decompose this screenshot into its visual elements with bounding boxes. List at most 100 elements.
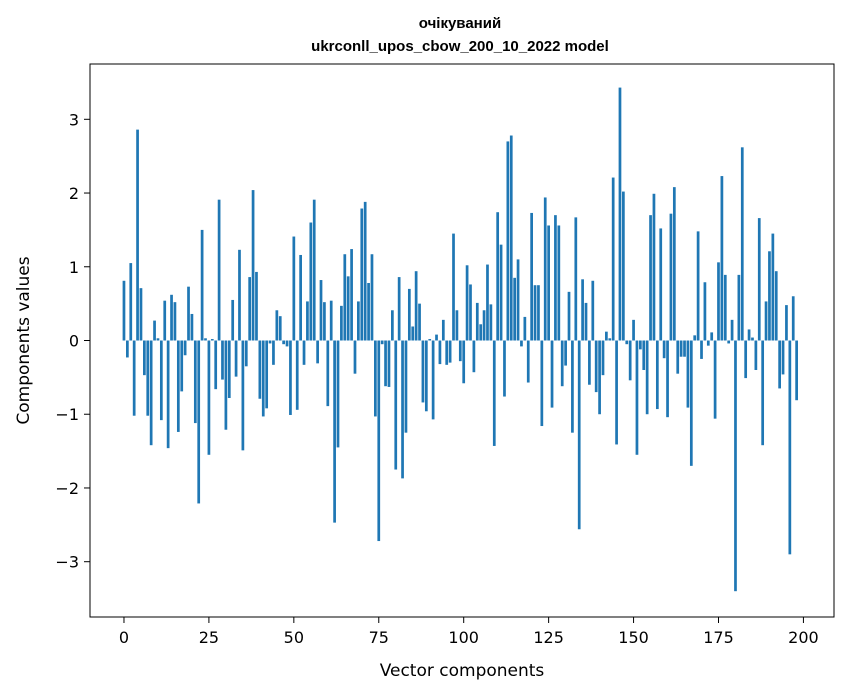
bar [666, 340, 669, 418]
bar [482, 310, 486, 341]
bar [520, 340, 523, 347]
bar [526, 340, 530, 383]
bar [241, 340, 245, 451]
bar [554, 215, 557, 341]
bar [343, 254, 347, 341]
bar [574, 217, 578, 341]
bar [367, 282, 370, 341]
bar [455, 310, 459, 341]
bar [421, 340, 425, 403]
bar [377, 340, 381, 542]
bar [706, 340, 710, 346]
bar [727, 340, 731, 344]
bar [166, 340, 170, 449]
bar [268, 340, 272, 344]
bar [380, 340, 384, 345]
bar [238, 249, 241, 341]
bar [143, 340, 146, 376]
bar [659, 228, 663, 341]
bar [530, 212, 533, 341]
bar [265, 340, 269, 409]
bar [649, 215, 652, 341]
bar [795, 340, 798, 401]
bar [774, 271, 778, 341]
bar [754, 340, 758, 370]
bar [187, 286, 190, 341]
bar [207, 340, 211, 455]
bar [350, 249, 353, 341]
x-tick-label: 175 [703, 628, 734, 647]
bar [401, 340, 404, 479]
x-tick-label: 150 [618, 628, 649, 647]
y-tick-label: 1 [69, 258, 79, 277]
bar [747, 329, 751, 341]
bar [149, 340, 153, 446]
bar [771, 233, 775, 341]
bar [506, 141, 510, 341]
bar [740, 147, 744, 341]
bar [289, 340, 292, 415]
bar [547, 225, 550, 341]
bar [608, 338, 612, 341]
bar [469, 284, 472, 341]
bar [475, 302, 479, 341]
bar [374, 340, 377, 417]
bar [652, 193, 656, 341]
bar [360, 208, 364, 341]
y-tick-label: 2 [69, 184, 79, 203]
bar [183, 340, 187, 356]
bar [700, 340, 703, 359]
bar [499, 244, 503, 341]
bar [683, 340, 686, 357]
bar [190, 313, 194, 341]
bar [689, 340, 693, 466]
bar [282, 340, 285, 345]
bar [768, 251, 771, 341]
y-tick-label: 3 [69, 110, 79, 129]
bar [622, 191, 625, 341]
bar [448, 340, 452, 363]
x-tick-label: 75 [369, 628, 389, 647]
bar [564, 340, 567, 366]
bar-series [122, 87, 798, 592]
x-tick-label: 100 [448, 628, 479, 647]
plot-area-frame [89, 63, 835, 618]
x-axis-ticks: 0 25 50 75 100 125 150 175 200 [119, 617, 819, 647]
bar [628, 340, 632, 381]
bar [581, 279, 584, 341]
bar [693, 335, 697, 341]
bar [605, 331, 608, 341]
bar [503, 340, 506, 397]
bar [486, 264, 489, 341]
bar [346, 276, 350, 341]
bar [540, 340, 544, 427]
bar [618, 87, 622, 341]
bar [462, 340, 466, 384]
bar [353, 340, 357, 374]
bar [217, 199, 221, 341]
bar [357, 301, 360, 341]
bar [126, 340, 129, 358]
bar [404, 340, 408, 433]
bar [452, 233, 455, 341]
bar [200, 229, 204, 341]
x-axis-label: Vector components [380, 661, 545, 681]
bar [458, 340, 462, 362]
y-axis-label: Components values [14, 256, 34, 424]
bar [710, 332, 714, 341]
bar [299, 254, 302, 341]
bar [156, 338, 160, 341]
bar [251, 190, 255, 341]
bar [632, 319, 635, 341]
bar [479, 324, 483, 341]
bar [723, 274, 727, 341]
bar [788, 340, 792, 555]
bar [329, 300, 333, 341]
x-tick-label: 125 [533, 628, 564, 647]
bar [428, 339, 432, 341]
bar [655, 340, 659, 410]
bar [588, 340, 591, 385]
bar [221, 340, 224, 380]
bar [326, 340, 330, 407]
bar [761, 340, 765, 446]
